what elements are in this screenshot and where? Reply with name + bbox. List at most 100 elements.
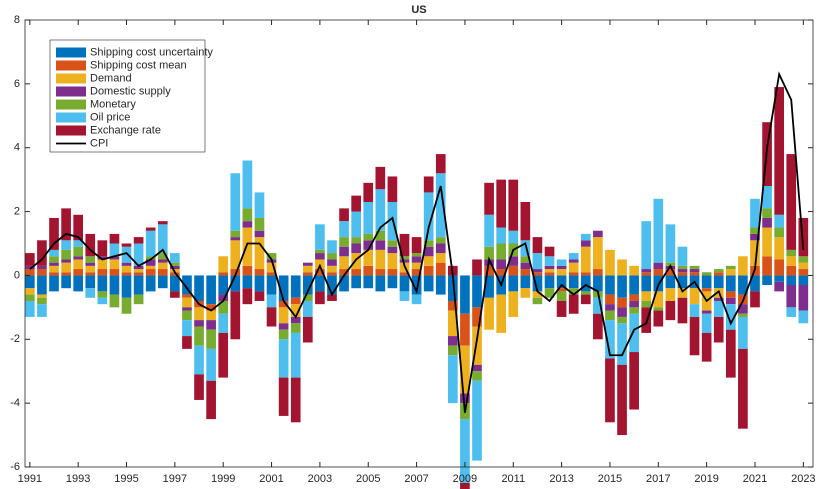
bar-segment xyxy=(580,291,591,295)
bar-segment xyxy=(315,275,325,292)
bar-segment xyxy=(278,377,289,416)
bar-segment xyxy=(73,269,84,276)
bar-segment xyxy=(61,208,71,241)
bar-segment xyxy=(121,275,132,298)
bar-segment xyxy=(399,272,410,276)
bar-segment xyxy=(460,482,470,489)
bar-segment xyxy=(568,262,579,273)
bar-segment xyxy=(278,307,289,324)
bar-segment xyxy=(762,227,772,257)
legend-swatch xyxy=(56,86,86,97)
bar-segment xyxy=(182,320,192,337)
bar-segment xyxy=(496,259,507,270)
bar-segment xyxy=(713,316,724,343)
bar-segment xyxy=(484,214,494,247)
bar-segment xyxy=(351,195,361,212)
bar-segment xyxy=(339,269,349,276)
bar-segment xyxy=(423,176,434,193)
bar-segment xyxy=(278,339,289,378)
bar-segment xyxy=(73,240,84,247)
bar-segment xyxy=(653,269,664,276)
bar-segment xyxy=(206,329,216,349)
bar-segment xyxy=(677,272,688,276)
x-tick-label: 2005 xyxy=(356,473,380,485)
bar-segment xyxy=(641,300,652,308)
bar-segment xyxy=(520,256,531,263)
x-tick-label: 2023 xyxy=(791,473,815,485)
bar-segment xyxy=(750,240,760,266)
bar-segment xyxy=(568,294,579,314)
bar-segment xyxy=(713,275,724,289)
bar-segment xyxy=(230,291,241,340)
bar-segment xyxy=(315,249,325,254)
bar-segment xyxy=(230,237,241,241)
bar-segment xyxy=(206,380,216,420)
bar-segment xyxy=(411,269,422,276)
bar-segment xyxy=(182,297,192,308)
bar-segment xyxy=(157,253,168,260)
bar-segment xyxy=(774,281,784,292)
bar-segment xyxy=(351,211,361,238)
bar-segment xyxy=(363,249,374,266)
y-tick-label: 6 xyxy=(14,78,20,90)
bar-segment xyxy=(786,256,797,266)
bar-segment xyxy=(472,371,482,381)
bar-segment xyxy=(544,269,555,273)
bar-segment xyxy=(484,182,494,215)
bar-segment xyxy=(472,259,482,276)
bar-segment xyxy=(97,275,108,292)
bar-segment xyxy=(49,256,59,263)
bar-segment xyxy=(157,224,168,254)
legend-label: Oil price xyxy=(90,111,130,123)
bar-segment xyxy=(798,256,809,263)
bar-segment xyxy=(689,304,700,317)
bar-segment xyxy=(290,332,301,378)
bar-segment xyxy=(242,288,253,305)
bar-segment xyxy=(182,275,192,295)
bar-segment xyxy=(230,240,241,270)
bar-segment xyxy=(109,243,120,257)
bar-segment xyxy=(593,230,603,238)
bar-segment xyxy=(484,246,494,260)
bar-segment xyxy=(713,272,724,276)
bar-segment xyxy=(556,288,567,292)
bar-segment xyxy=(556,265,567,270)
bar-segment xyxy=(544,246,555,257)
bar-segment xyxy=(363,240,374,250)
bar-segment xyxy=(448,275,458,301)
bar-segment xyxy=(230,269,241,276)
bar-segment xyxy=(194,374,204,400)
bar-segment xyxy=(713,297,724,301)
bar-segment xyxy=(242,265,253,276)
bar-segment xyxy=(411,294,422,305)
bar-segment xyxy=(339,237,349,247)
bar-segment xyxy=(375,240,386,250)
bar-segment xyxy=(423,256,434,266)
bar-segment xyxy=(206,275,216,305)
bar-segment xyxy=(593,237,603,270)
bar-segment xyxy=(435,275,446,295)
bar-segment xyxy=(194,320,204,327)
bar-segment xyxy=(85,233,96,257)
bar-segment xyxy=(315,291,325,305)
bar-segment xyxy=(61,262,71,273)
bar-segment xyxy=(750,291,760,308)
bar-segment xyxy=(25,253,35,266)
legend-label: Exchange rate xyxy=(90,124,161,136)
bar-segment xyxy=(460,419,470,483)
bar-segment xyxy=(133,294,144,305)
x-tick-label: 2007 xyxy=(404,473,428,485)
bar-segment xyxy=(653,262,664,270)
bar-segment xyxy=(399,233,410,257)
bar-segment xyxy=(290,377,301,423)
bar-segment xyxy=(25,300,35,317)
bar-segment xyxy=(218,256,229,273)
bar-segment xyxy=(532,237,543,254)
bar-segment xyxy=(73,275,84,292)
bar-segment xyxy=(653,291,664,308)
bar-segment xyxy=(580,240,591,247)
y-tick-label: 0 xyxy=(14,269,20,281)
bar-segment xyxy=(254,217,265,231)
bar-segment xyxy=(266,253,277,260)
bar-segment xyxy=(266,262,277,273)
